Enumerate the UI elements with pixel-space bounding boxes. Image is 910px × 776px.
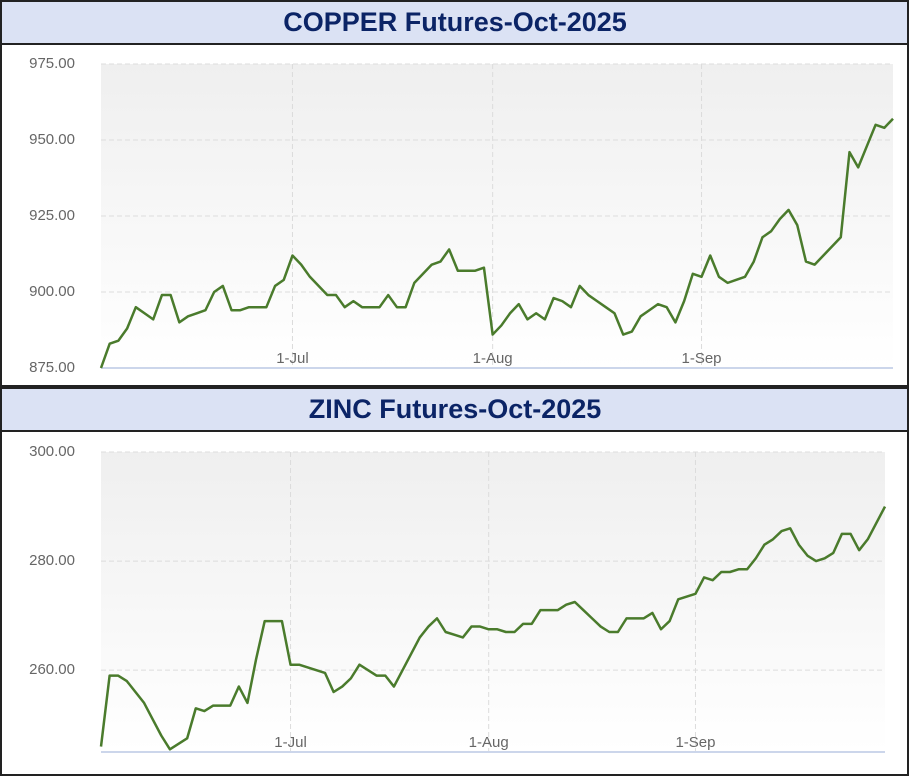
chart-title: ZINC Futures-Oct-2025 [309,394,602,424]
y-tick-label: 925.00 [29,207,75,224]
title-bar [0,0,909,45]
y-tick-label: 975.00 [29,55,75,72]
y-tick-label: 260.00 [29,661,75,678]
title-bar [0,387,909,432]
x-tick-label: 1-Jul [274,734,307,751]
x-tick-label: 1-Sep [682,350,722,367]
price-line [99,505,887,751]
y-tick-label: 280.00 [29,552,75,569]
chart-title: COPPER Futures-Oct-2025 [283,7,627,37]
x-tick-label: 1-Aug [469,734,509,751]
y-tick-label: 900.00 [29,283,75,300]
price-line [99,117,894,369]
x-tick-label: 1-Aug [473,350,513,367]
y-tick-label: 875.00 [29,359,75,376]
x-tick-label: 1-Jul [276,350,309,367]
plot-area [101,452,885,752]
x-tick-label: 1-Sep [675,734,715,751]
y-tick-label: 950.00 [29,131,75,148]
y-tick-label: 300.00 [29,443,75,460]
